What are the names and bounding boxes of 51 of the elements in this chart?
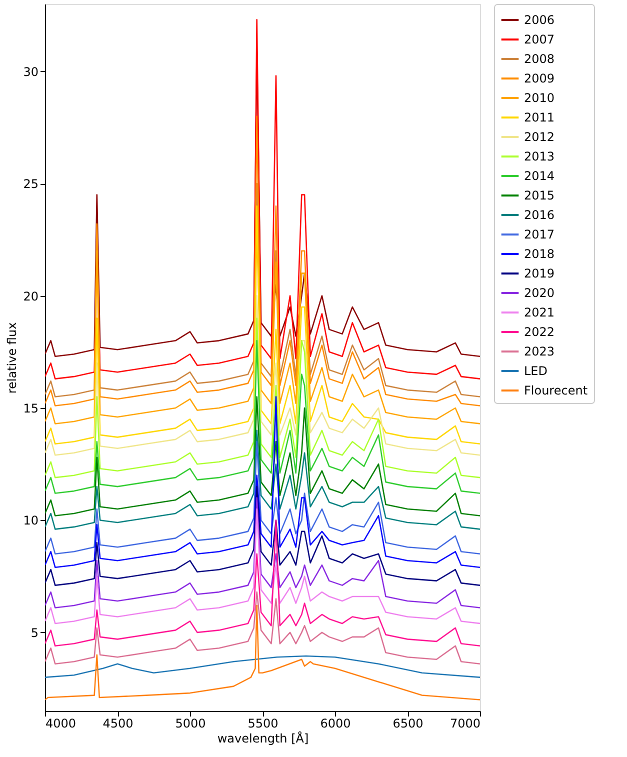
y-tick-label: 20 [23, 289, 38, 304]
line-series [45, 116, 480, 406]
line-series [45, 396, 480, 516]
legend-label: 2019 [524, 266, 555, 280]
line-series [45, 295, 480, 456]
legend-label: 2008 [524, 52, 555, 66]
legend-label: 2009 [524, 72, 555, 86]
legend-label: 2021 [524, 306, 555, 320]
legend-label: 2010 [524, 91, 555, 105]
line-series [45, 591, 480, 665]
x-tick-label: 7000 [450, 716, 480, 730]
legend-label: 2006 [524, 13, 555, 27]
legend-label: Flourecent [524, 384, 588, 398]
y-tick-label: 10 [23, 514, 38, 528]
line-series [45, 430, 480, 530]
legend-label: 2018 [524, 247, 555, 261]
legend-label: 2017 [524, 228, 555, 242]
line-series [45, 205, 480, 445]
line-series [45, 318, 480, 478]
legend-label: 2007 [524, 32, 555, 46]
line-series [45, 340, 480, 494]
line-series [45, 396, 480, 568]
legend-label: 2015 [524, 188, 555, 202]
x-tick-label: 5500 [248, 716, 278, 730]
legend-label: 2023 [524, 344, 555, 358]
legend-label: LED [524, 364, 548, 378]
y-tick-label: 5 [30, 626, 38, 640]
y-tick-label: 25 [23, 177, 38, 192]
line-series [45, 520, 480, 647]
line-series [45, 441, 480, 555]
x-tick-label: 4500 [102, 716, 134, 730]
y-tick-label: 30 [23, 64, 38, 79]
legend-label: 2012 [524, 130, 555, 144]
x-axis-title: wavelength [Å] [217, 730, 309, 746]
legend-label: 2020 [524, 286, 555, 300]
y-tick-label: 15 [23, 402, 38, 416]
x-tick-label: 6000 [320, 716, 351, 730]
legend-label: 2013 [524, 150, 555, 164]
legend-label: 2016 [524, 208, 555, 222]
y-axis-title: relative flux [5, 322, 20, 394]
line-series [45, 497, 480, 608]
line-series [45, 486, 480, 586]
line-series [45, 508, 480, 624]
legend-label: 2022 [524, 325, 555, 339]
legend-label: 2011 [524, 110, 555, 124]
legend-label: 2014 [524, 169, 555, 183]
x-tick-label: 5000 [175, 716, 206, 730]
line-series [45, 655, 480, 678]
x-tick-label: 6500 [392, 716, 424, 730]
line-series [45, 604, 480, 700]
x-tick-label: 4000 [46, 716, 76, 730]
